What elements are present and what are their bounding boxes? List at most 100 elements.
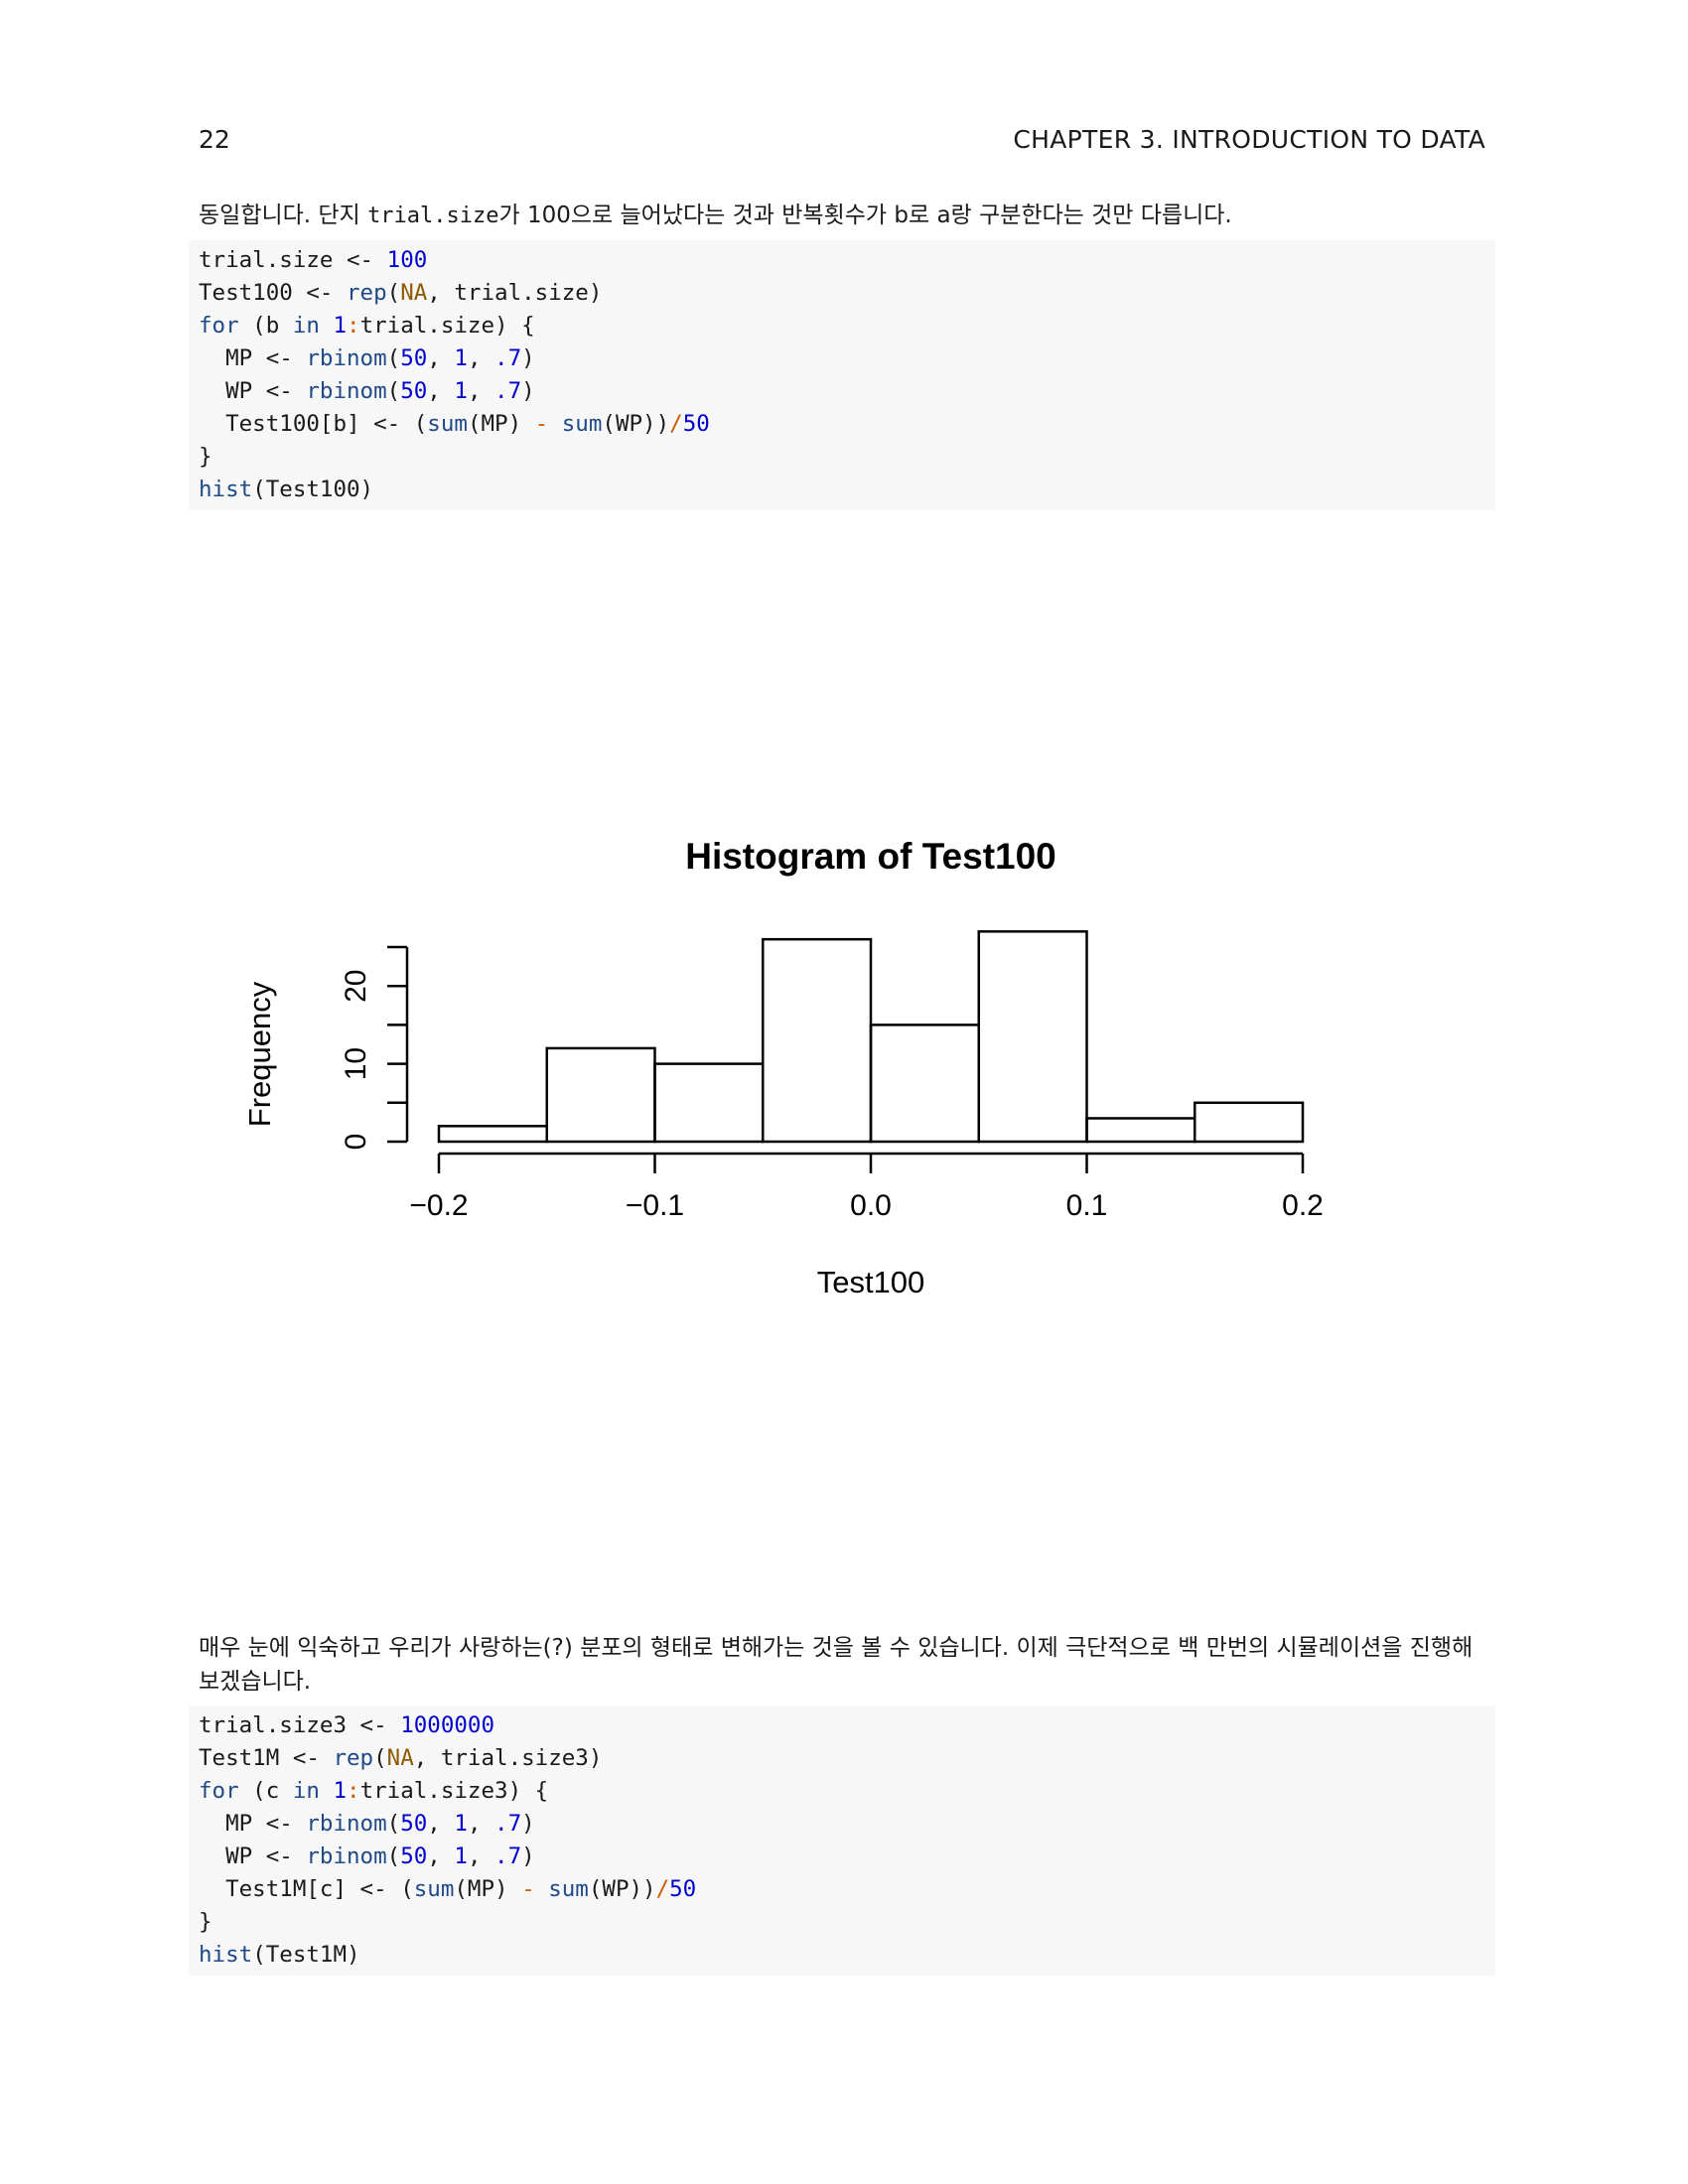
inline-code: trial.size bbox=[367, 204, 499, 228]
code-line: for (b in 1:trial.size) { bbox=[199, 310, 1485, 342]
code-token: ) bbox=[521, 1843, 535, 1869]
code-token: .7 bbox=[494, 1843, 522, 1869]
code-token: } bbox=[199, 444, 212, 470]
code-token: MP <- bbox=[199, 1811, 307, 1837]
code-line: WP <- rbinom(50, 1, .7) bbox=[199, 1841, 1485, 1873]
code-token: rep bbox=[333, 1745, 374, 1771]
code-line: } bbox=[199, 441, 1485, 474]
code-block-test100: trial.size <- 100 Test100 <- rep(NA, tria… bbox=[189, 240, 1495, 510]
code-token: .7 bbox=[494, 378, 522, 404]
code-token: / bbox=[669, 411, 683, 437]
code-token: 100 bbox=[386, 247, 428, 273]
code-token: , trial.size3) bbox=[413, 1745, 603, 1771]
page-header: 22 CHAPTER 3. INTRODUCTION TO DATA bbox=[199, 125, 1485, 159]
code-token: rbinom bbox=[306, 1843, 387, 1869]
code-token: 1 bbox=[333, 1778, 348, 1804]
code-line: trial.size3 <- 1000000 bbox=[199, 1709, 1485, 1742]
x-tick-label: 0.1 bbox=[1066, 1189, 1108, 1222]
histogram-bar bbox=[977, 930, 1088, 1144]
code-token: (WP)) bbox=[588, 1876, 656, 1902]
code-block-test1m: trial.size3 <- 1000000 Test1M <- rep(NA, … bbox=[189, 1706, 1495, 1976]
code-token: for bbox=[199, 313, 239, 339]
code-token: , bbox=[467, 345, 495, 371]
y-tick-label: 10 bbox=[340, 1047, 372, 1080]
code-token: rep bbox=[347, 280, 387, 306]
code-token: ( bbox=[386, 1843, 401, 1869]
code-token: - bbox=[534, 411, 549, 437]
code-token bbox=[535, 1876, 549, 1902]
code-line: WP <- rbinom(50, 1, .7) bbox=[199, 375, 1485, 408]
code-token: 50 bbox=[682, 411, 710, 437]
paragraph-outro: 매우 눈에 익숙하고 우리가 사랑하는(?) 분포의 형태로 변해가는 것을 볼… bbox=[199, 1635, 1474, 1695]
code-token: 1 bbox=[454, 1843, 468, 1869]
code-token: (WP)) bbox=[602, 411, 670, 437]
code-token: ( bbox=[386, 1811, 401, 1837]
code-token: (Test100) bbox=[252, 477, 374, 502]
code-token bbox=[320, 313, 334, 339]
code-token: 50 bbox=[669, 1876, 697, 1902]
code-token: in bbox=[292, 313, 320, 339]
code-token: sum bbox=[427, 411, 468, 437]
code-token: (Test1M) bbox=[252, 1942, 360, 1968]
code-token: ( bbox=[373, 1745, 387, 1771]
code-token: trial.size) { bbox=[359, 313, 535, 339]
code-token: 50 bbox=[400, 1811, 428, 1837]
code-line: MP <- rbinom(50, 1, .7) bbox=[199, 1808, 1485, 1841]
code-token: : bbox=[347, 313, 360, 339]
y-tick-label: 0 bbox=[340, 1134, 372, 1151]
code-token: Test1M <- bbox=[199, 1745, 334, 1771]
code-line: MP <- rbinom(50, 1, .7) bbox=[199, 342, 1485, 375]
code-line: Test1M[c] <- (sum(MP) - sum(WP))/50 bbox=[199, 1873, 1485, 1906]
histogram-bar bbox=[1194, 1101, 1305, 1144]
code-token: hist bbox=[199, 477, 253, 502]
code-token: , bbox=[467, 1811, 495, 1837]
code-token: ( bbox=[386, 345, 401, 371]
y-tick-label: 20 bbox=[340, 970, 372, 1003]
code-token: (c bbox=[238, 1778, 293, 1804]
code-token: 1 bbox=[454, 345, 468, 371]
code-token: 1000000 bbox=[400, 1712, 495, 1738]
code-token: Test100 <- bbox=[199, 280, 348, 306]
code-token: rbinom bbox=[306, 1811, 387, 1837]
code-token: 1 bbox=[333, 313, 348, 339]
code-line: } bbox=[199, 1906, 1485, 1939]
histogram-bar bbox=[545, 1046, 656, 1144]
code-token: , bbox=[427, 345, 455, 371]
code-token: WP <- bbox=[199, 378, 307, 404]
x-axis-label: Test100 bbox=[817, 1265, 925, 1299]
x-tick-label: 0.0 bbox=[850, 1189, 892, 1222]
histogram-svg: Histogram of Test100 −0.2 −0.1 0.0 0.1 0.2 Tes… bbox=[242, 836, 1324, 1299]
code-token: (b bbox=[238, 313, 293, 339]
code-token: 1 bbox=[454, 1811, 468, 1837]
code-token: , bbox=[467, 378, 495, 404]
code-line: trial.size <- 100 bbox=[199, 244, 1485, 277]
code-token: NA bbox=[386, 1745, 414, 1771]
code-token: in bbox=[292, 1778, 320, 1804]
code-token: trial.size3 <- bbox=[199, 1712, 401, 1738]
code-token: } bbox=[199, 1909, 212, 1935]
code-token: ( bbox=[386, 280, 401, 306]
code-token: trial.size <- bbox=[199, 247, 387, 273]
code-token: , bbox=[427, 1811, 455, 1837]
histogram-bar bbox=[762, 937, 873, 1144]
chart-title: Histogram of Test100 bbox=[685, 836, 1056, 877]
code-token: (MP) bbox=[454, 1876, 522, 1902]
code-token: / bbox=[655, 1876, 670, 1902]
histogram-bar bbox=[869, 1024, 980, 1144]
code-token: Test1M[c] <- ( bbox=[199, 1876, 414, 1902]
code-token: NA bbox=[400, 280, 428, 306]
code-token: sum bbox=[561, 411, 603, 437]
code-token: WP <- bbox=[199, 1843, 307, 1869]
code-token: rbinom bbox=[306, 378, 387, 404]
code-token: ) bbox=[521, 378, 535, 404]
code-line: hist(Test1M) bbox=[199, 1939, 1485, 1972]
code-token: .7 bbox=[494, 1811, 522, 1837]
code-token: 50 bbox=[400, 378, 428, 404]
code-line: Test100[b] <- (sum(MP) - sum(WP))/50 bbox=[199, 408, 1485, 441]
code-line: Test1M <- rep(NA, trial.size3) bbox=[199, 1742, 1485, 1775]
code-token: MP <- bbox=[199, 345, 307, 371]
paragraph-text: 가 100으로 늘어났다는 것과 반복횟수가 b로 a랑 구분한다는 것만 다릅… bbox=[498, 203, 1232, 228]
code-token: rbinom bbox=[306, 345, 387, 371]
code-token: : bbox=[347, 1778, 360, 1804]
code-token: sum bbox=[413, 1876, 455, 1902]
